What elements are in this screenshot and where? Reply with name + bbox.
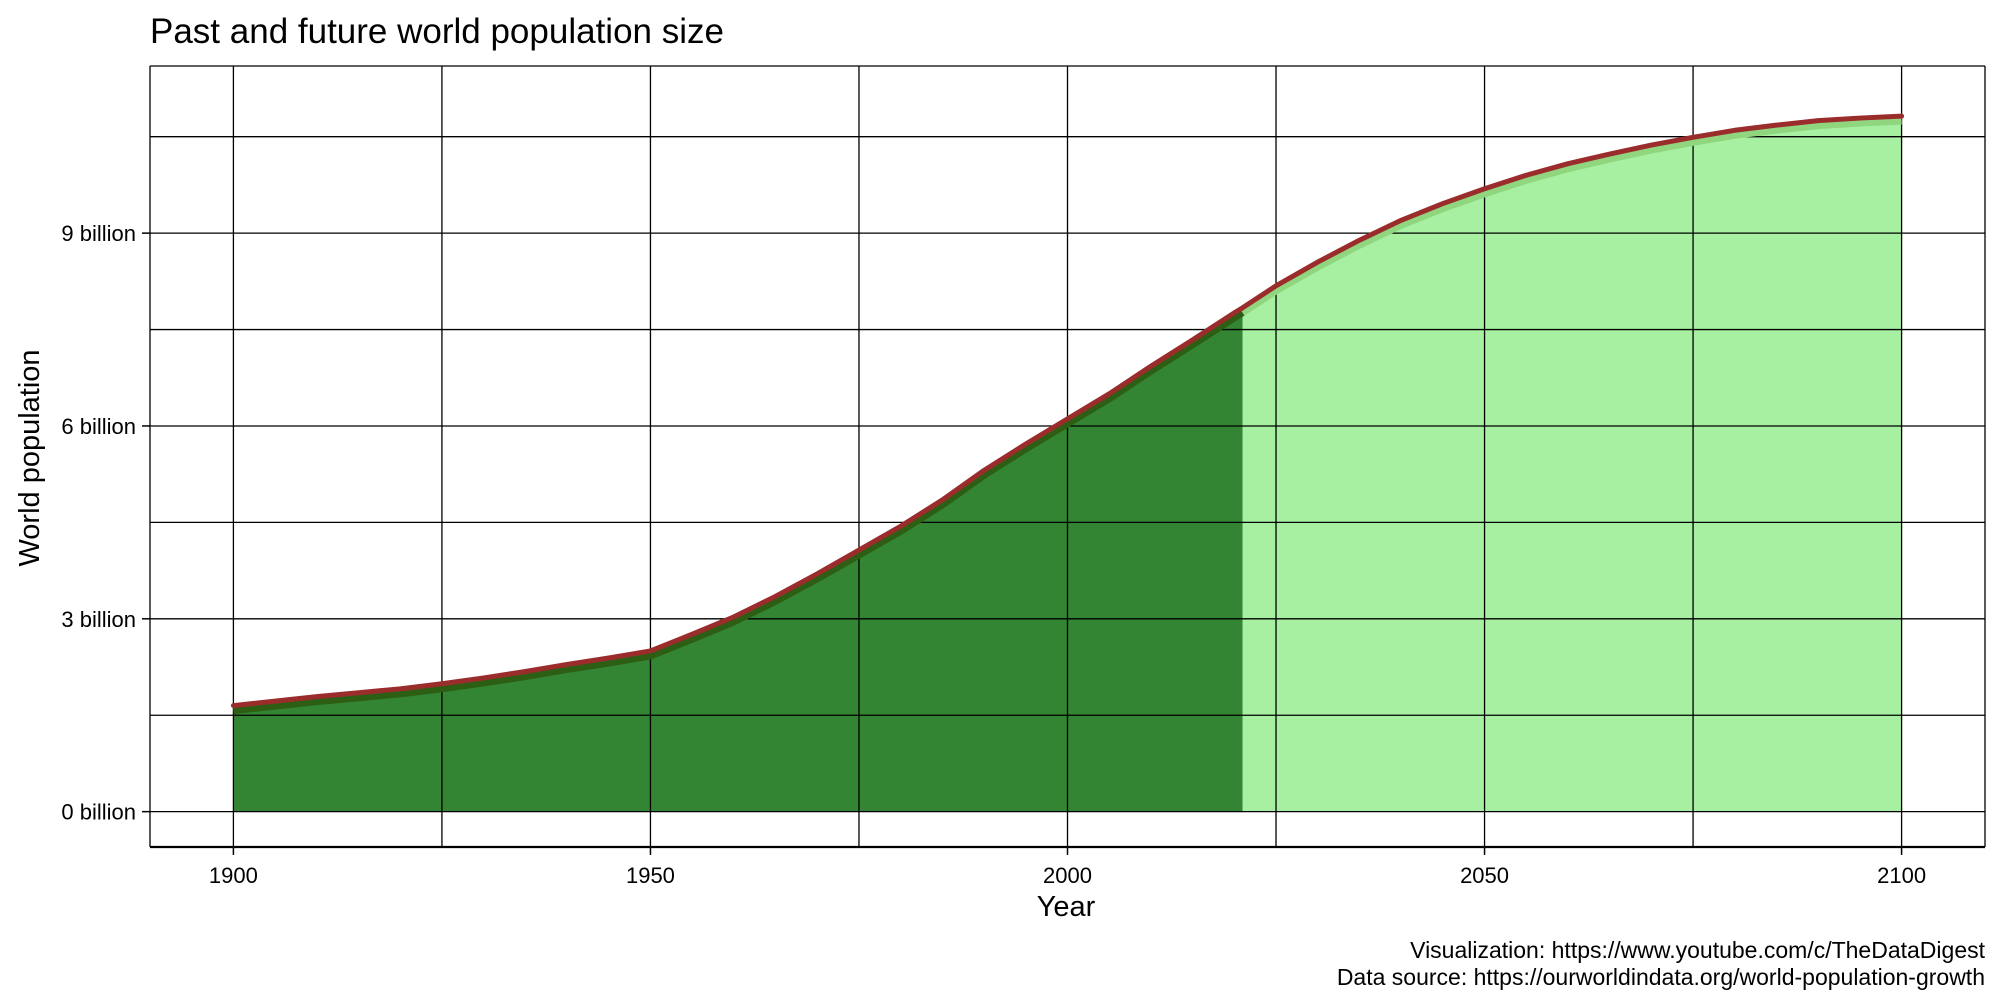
caption-visualization: Visualization: https://www.youtube.com/c…: [1410, 937, 1985, 963]
y-tick-label-9: 9 billion: [61, 221, 136, 246]
y-tick-label-6: 6 billion: [61, 414, 136, 439]
x-tick-label-1900: 1900: [209, 863, 258, 888]
line-layer: [230, 113, 1905, 715]
y-tick-label-3: 3 billion: [61, 607, 136, 632]
x-tick-label-2000: 2000: [1043, 863, 1092, 888]
y-axis-title: World population: [14, 349, 46, 566]
area-projection: [1242, 116, 1902, 812]
chart-title: Past and future world population size: [150, 12, 724, 51]
line-historical-edge: [233, 309, 1245, 715]
x-tick-label-1950: 1950: [626, 863, 675, 888]
x-tick-label-2050: 2050: [1460, 863, 1509, 888]
area-historical: [233, 307, 1243, 812]
axes: 1900 1950 2000 2050 2100 0 billion 3 billion 6 …: [61, 65, 1986, 888]
plot-area: [150, 66, 1985, 847]
caption-data-source: Data source: https://ourworldindata.org/…: [1337, 964, 1985, 990]
line-projection-edge: [1240, 117, 1902, 316]
population-line: [230, 113, 1905, 709]
x-tick-label-2100: 2100: [1877, 863, 1926, 888]
y-tick-label-0: 0 billion: [61, 800, 136, 825]
x-axis-title: Year: [1037, 891, 1096, 923]
